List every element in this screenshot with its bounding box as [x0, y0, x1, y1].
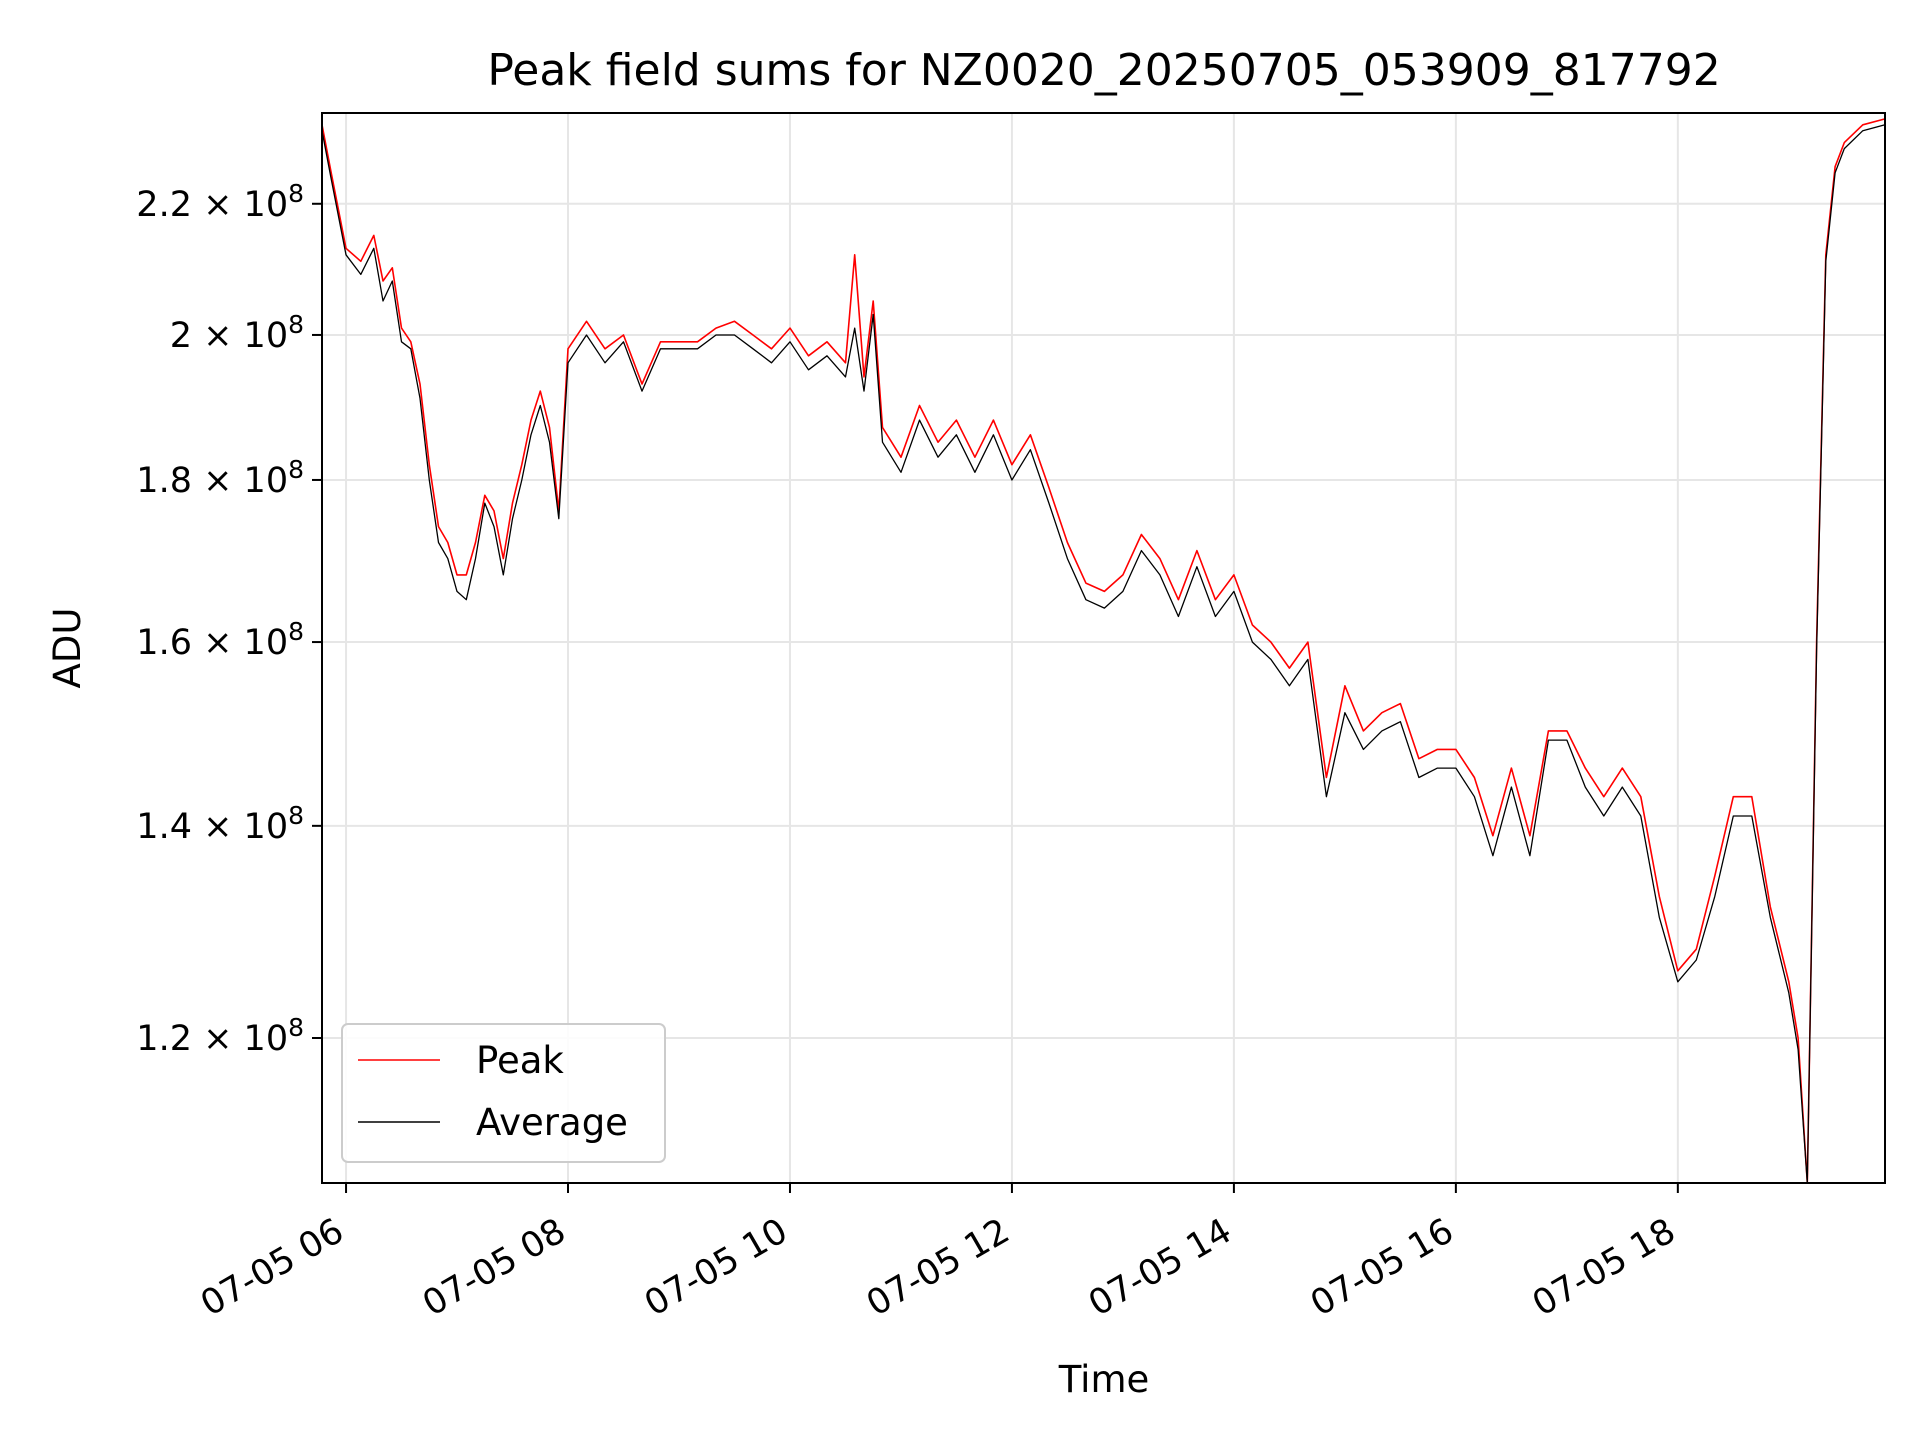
legend-box: [341, 1023, 666, 1163]
legend-label-average: Average: [476, 1101, 628, 1144]
series-line-average: [321, 124, 1886, 1184]
x-axis-label: Time: [1058, 1358, 1150, 1401]
y-tick-exponent: 8: [288, 455, 304, 484]
y-tick-label: 1.2 × 108: [136, 1013, 304, 1059]
y-tick-mantissa: 2.2: [136, 185, 192, 225]
y-tick-exponent: 8: [288, 179, 304, 208]
legend: Peak Average: [341, 1023, 666, 1163]
series-line-peak: [321, 118, 1886, 1184]
legend-label-peak: Peak: [476, 1039, 564, 1082]
y-tick-label: 2.2 × 108: [136, 179, 304, 225]
y-tick-label: 1.8 × 108: [136, 455, 304, 501]
y-tick-label: 2 × 108: [170, 310, 304, 356]
plot-frame: [321, 112, 1886, 1184]
chart-title: Peak field sums for NZ0020_20250705_0539…: [487, 45, 1720, 96]
y-tick-times: × 10: [192, 185, 288, 225]
y-tick-times: × 10: [192, 807, 288, 847]
y-tick-exponent: 8: [288, 310, 304, 339]
y-tick-mantissa: 1.8: [136, 461, 192, 501]
y-tick-exponent: 8: [288, 617, 304, 646]
y-tick-mantissa: 1.2: [136, 1019, 192, 1059]
y-tick-times: × 10: [192, 461, 288, 501]
y-tick-times: × 10: [192, 623, 288, 663]
y-tick-times: × 10: [192, 1019, 288, 1059]
series-lines: [321, 118, 1886, 1184]
y-tick-times: × 10: [192, 316, 288, 356]
y-axis-label: ADU: [46, 608, 89, 689]
y-tick-exponent: 8: [288, 1013, 304, 1042]
y-tick-label: 1.4 × 108: [136, 801, 304, 847]
y-tick-mantissa: 1.6: [136, 623, 192, 663]
y-tick-mantissa: 2: [170, 316, 192, 356]
y-tick-label: 1.6 × 108: [136, 617, 304, 663]
y-tick-mantissa: 1.4: [136, 807, 192, 847]
y-tick-exponent: 8: [288, 801, 304, 830]
